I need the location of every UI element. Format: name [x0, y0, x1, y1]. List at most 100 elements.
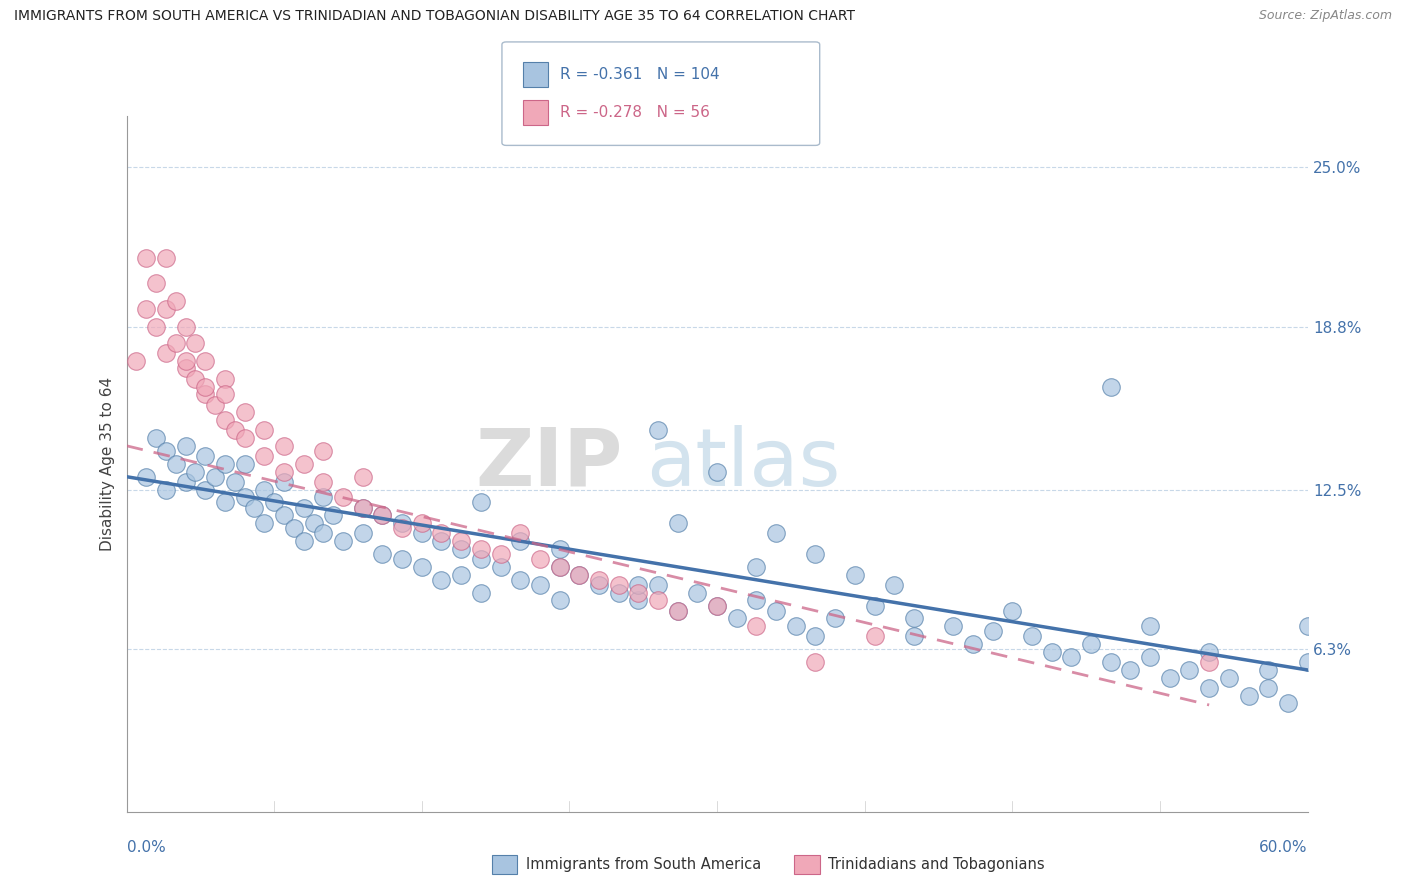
Point [804, 547, 827, 561]
Point [1139, 650, 1161, 665]
Point [745, 560, 768, 574]
Point [273, 508, 295, 523]
Point [204, 398, 226, 412]
Point [194, 387, 217, 401]
Text: Trinidadians and Tobagonians: Trinidadians and Tobagonians [828, 857, 1045, 871]
Point [214, 387, 236, 401]
Point [745, 619, 768, 633]
Point [1198, 655, 1220, 669]
Point [155, 251, 177, 265]
Point [352, 526, 374, 541]
Point [1277, 697, 1299, 711]
Point [214, 495, 236, 509]
Point [135, 469, 157, 483]
Point [1198, 645, 1220, 659]
Point [135, 302, 157, 317]
Point [568, 567, 591, 582]
Point [489, 560, 512, 574]
Point [411, 526, 433, 541]
Point [627, 593, 650, 607]
Point [194, 449, 217, 463]
Point [1040, 645, 1063, 659]
Point [548, 593, 571, 607]
Point [627, 585, 650, 599]
Point [1296, 655, 1319, 669]
Point [273, 465, 295, 479]
Point [145, 320, 167, 334]
Point [430, 573, 453, 587]
Point [263, 495, 285, 509]
Point [666, 516, 689, 530]
Point [125, 353, 148, 368]
Point [666, 604, 689, 618]
Point [903, 630, 925, 644]
Point [745, 593, 768, 607]
Point [647, 578, 669, 592]
Point [233, 457, 256, 471]
Point [371, 547, 394, 561]
Point [509, 526, 531, 541]
Point [706, 599, 728, 613]
Point [312, 444, 335, 458]
Point [863, 599, 886, 613]
Point [509, 534, 531, 549]
Point [470, 552, 492, 566]
Point [1296, 619, 1319, 633]
Point [391, 516, 413, 530]
Point [174, 361, 197, 376]
Point [371, 508, 394, 523]
Point [666, 604, 689, 618]
Point [1001, 604, 1024, 618]
Point [804, 655, 827, 669]
Text: R = -0.361   N = 104: R = -0.361 N = 104 [560, 68, 720, 82]
Point [588, 578, 610, 592]
Point [391, 521, 413, 535]
Point [194, 353, 217, 368]
Point [233, 491, 256, 505]
Point [529, 578, 551, 592]
Point [194, 483, 217, 497]
Point [145, 431, 167, 445]
Point [1198, 681, 1220, 695]
Point [233, 405, 256, 419]
Point [470, 495, 492, 509]
Point [292, 457, 315, 471]
Point [174, 475, 197, 489]
Text: atlas: atlas [647, 425, 841, 503]
Point [962, 637, 984, 651]
Point [568, 567, 591, 582]
Point [450, 541, 472, 556]
Point [765, 526, 787, 541]
Point [1060, 650, 1083, 665]
Point [430, 526, 453, 541]
Point [588, 573, 610, 587]
Point [135, 251, 157, 265]
Point [332, 534, 354, 549]
Point [725, 611, 748, 625]
Point [243, 500, 266, 515]
Point [273, 439, 295, 453]
Point [1257, 681, 1279, 695]
Point [391, 552, 413, 566]
Point [302, 516, 325, 530]
Point [450, 567, 472, 582]
Point [233, 431, 256, 445]
Point [1257, 663, 1279, 677]
Point [1159, 671, 1181, 685]
Text: 0.0%: 0.0% [127, 839, 166, 855]
Point [706, 599, 728, 613]
Text: 60.0%: 60.0% [1260, 839, 1308, 855]
Point [1080, 637, 1102, 651]
Point [824, 611, 846, 625]
Point [686, 585, 709, 599]
Point [548, 560, 571, 574]
Point [253, 449, 276, 463]
Point [607, 585, 630, 599]
Point [470, 541, 492, 556]
Point [292, 500, 315, 515]
Point [548, 541, 571, 556]
Point [765, 604, 787, 618]
Point [411, 516, 433, 530]
Point [214, 413, 236, 427]
Point [450, 534, 472, 549]
